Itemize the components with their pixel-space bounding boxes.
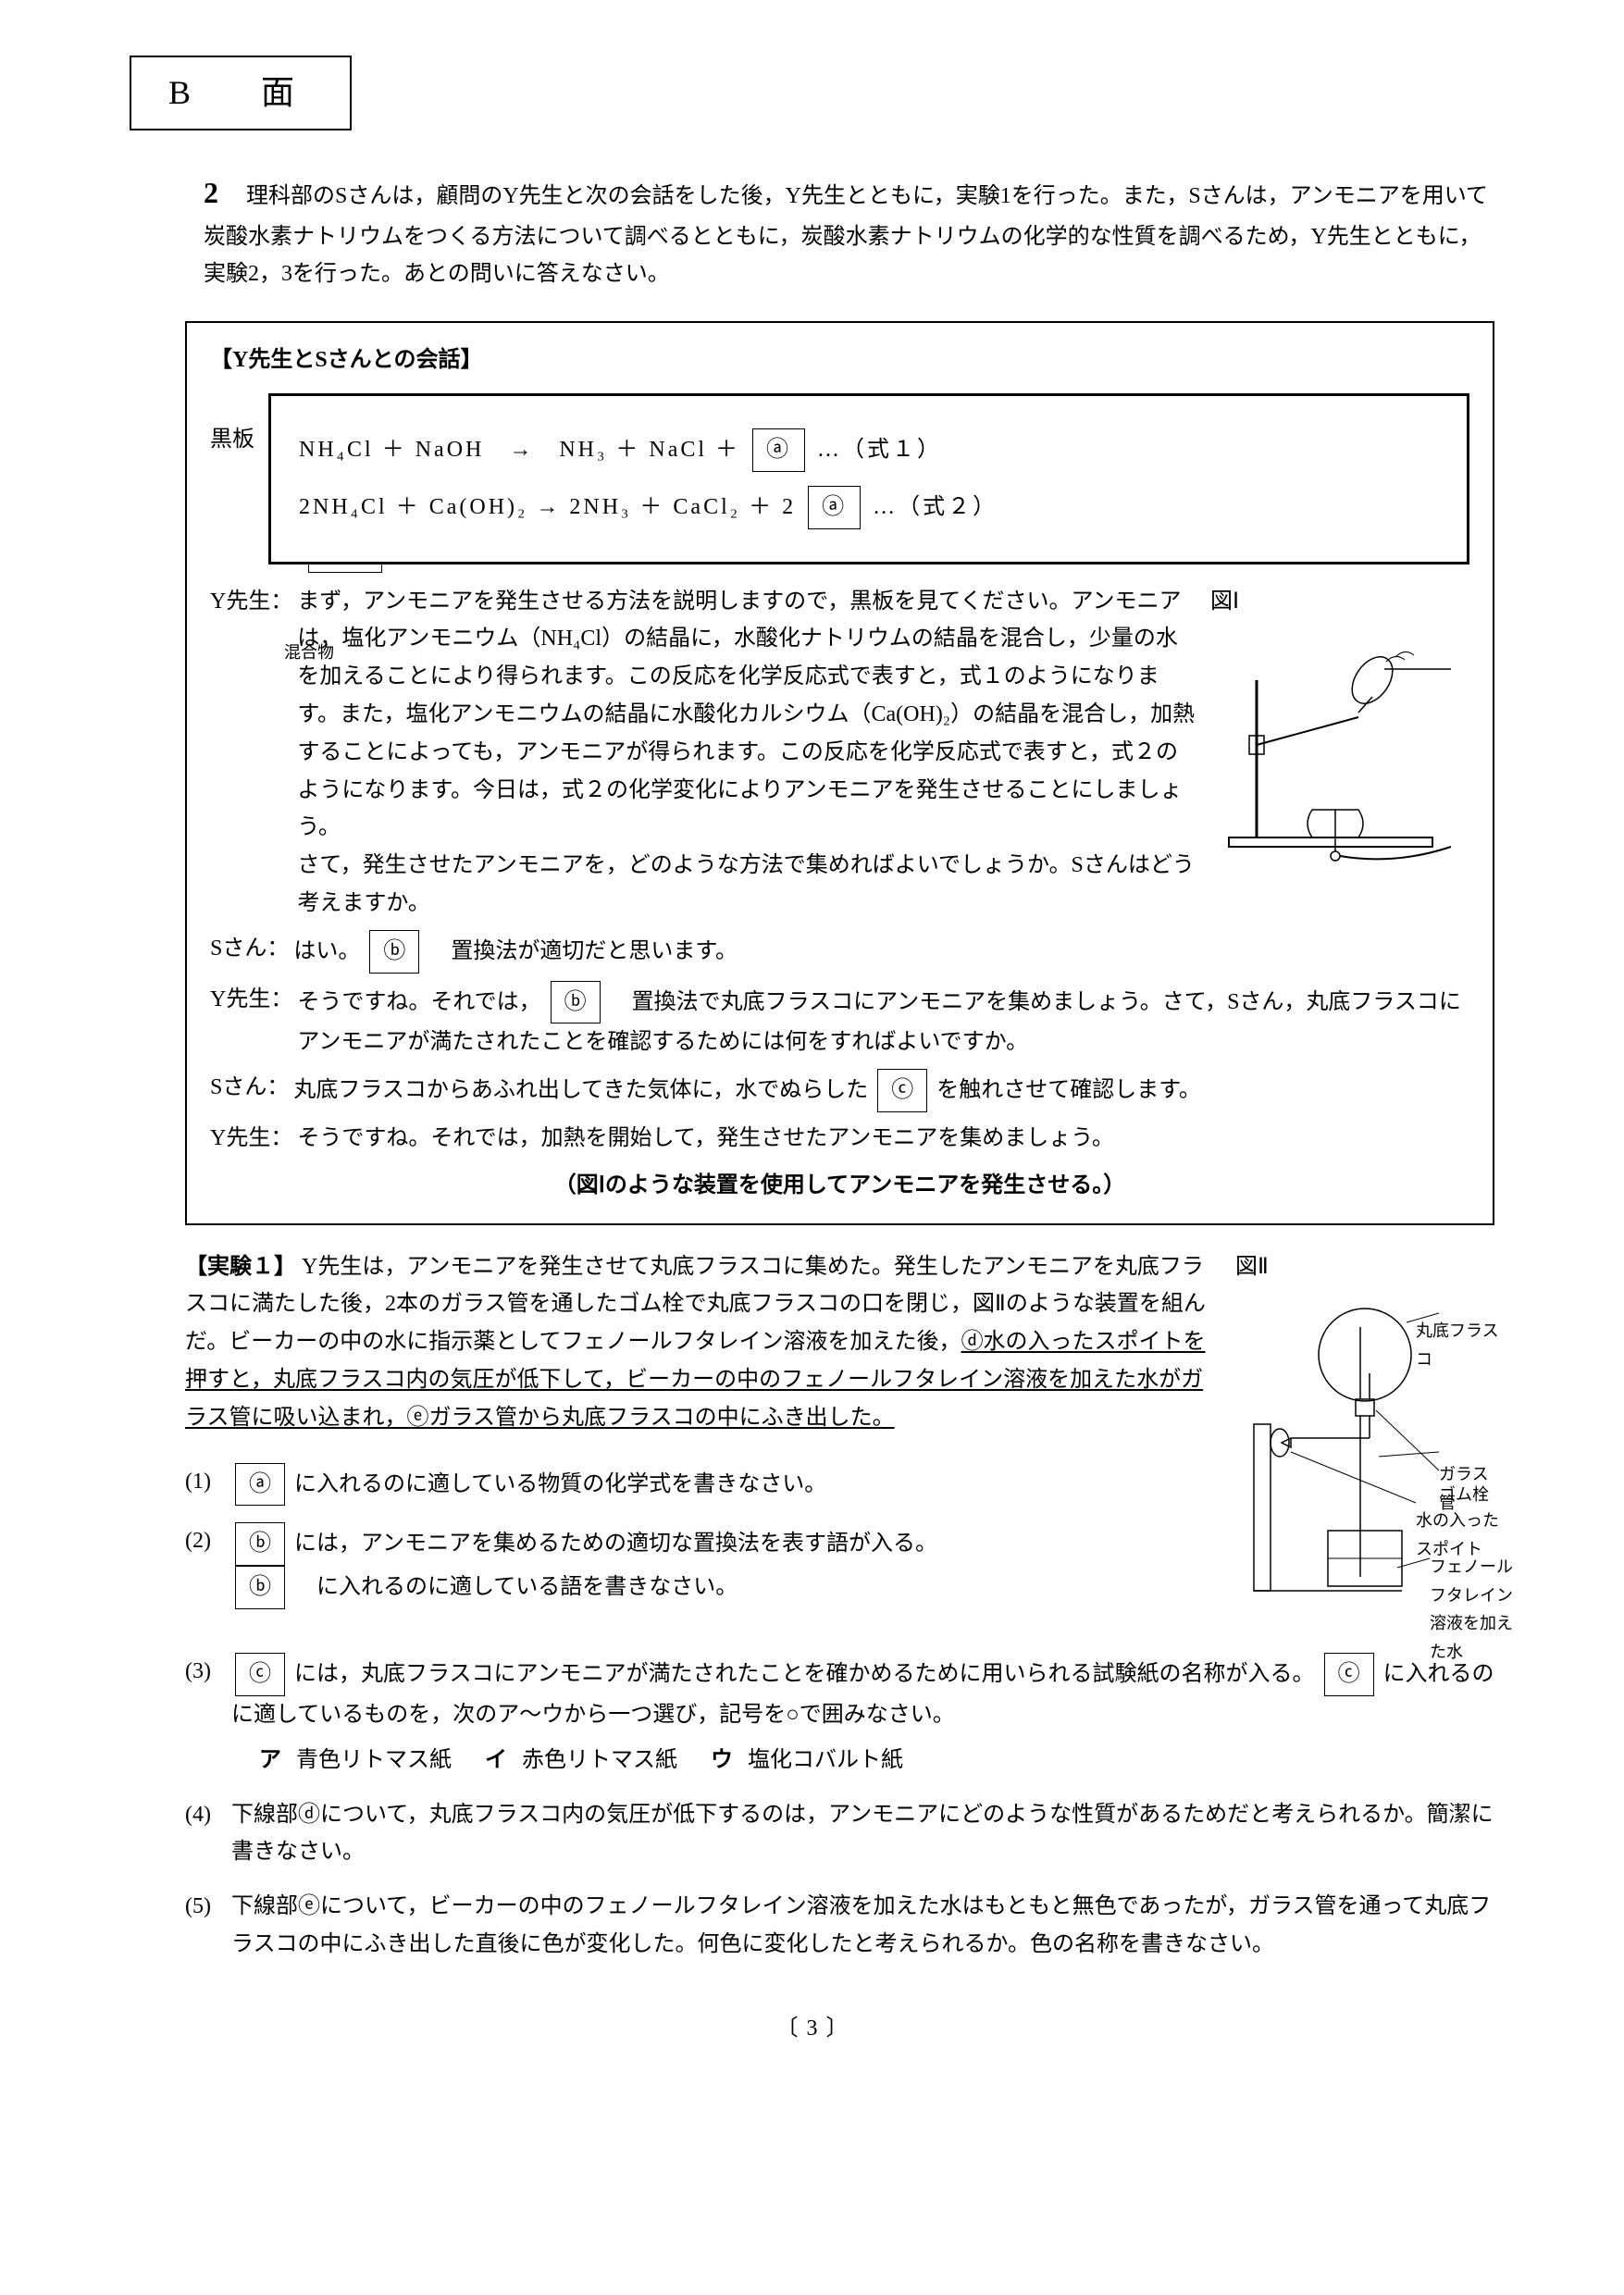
blackboard-label: 黒板 bbox=[210, 393, 254, 459]
speaker-1: Y先生： bbox=[210, 583, 292, 923]
blank-b-2: ⓑ bbox=[551, 981, 601, 1024]
question-number: 2 bbox=[204, 167, 241, 217]
blank-b-q2-2: ⓑ bbox=[235, 1566, 285, 1609]
speech-4: 丸底フラスコからあふれ出してきた気体に，水でぬらした ⓒ を触れさせて確認します… bbox=[293, 1069, 1469, 1112]
sub-q3-num: (3) bbox=[185, 1653, 231, 1779]
choice-a-text: 青色リトマス紙 bbox=[296, 1748, 452, 1772]
equation-2: 2NH₄Cl ＋ Ca(OH)₂ → 2NH₃ ＋ CaCl₂ ＋ 2 ⓐ …（… bbox=[299, 486, 1439, 529]
experiment-1-text: Y先生は，アンモニアを発生させて丸底フラスコに集めた。発生したアンモニアを丸底フ… bbox=[185, 1255, 1206, 1430]
sub-q1-num: (1) bbox=[185, 1463, 231, 1507]
sub-question-5: (5) 下線部ⓔについて，ビーカーの中のフェノールフタレイン溶液を加えた水はもと… bbox=[185, 1888, 1494, 1964]
question-intro: 2 理科部のSさんは，顧問のY先生と次の会話をした後，Y先生とともに，実験1を行… bbox=[204, 167, 1494, 293]
fig2-stopper-label: ゴム栓 bbox=[1439, 1481, 1504, 1509]
speaker-5: Y先生： bbox=[210, 1120, 292, 1158]
equation-1: NH₄Cl ＋ NaOH → NH₃ ＋ NaCl ＋ ⓐ …（式１） bbox=[299, 428, 1439, 472]
figure-2: 図Ⅱ 丸底フラスコ bbox=[1235, 1248, 1494, 1637]
figure-1-svg bbox=[1210, 625, 1469, 865]
dialogue-2: Sさん： はい。 ⓑ 置換法が適切だと思います。 bbox=[210, 930, 1469, 974]
sub-q2-num: (2) bbox=[185, 1522, 231, 1609]
sub-q1-text: に入れるのに適している物質の化学式を書きなさい。 bbox=[294, 1472, 826, 1496]
page-number: 〔 3 〕 bbox=[130, 2010, 1494, 2048]
sub-q4-num: (4) bbox=[185, 1796, 231, 1872]
choice-b-text: 赤色リトマス紙 bbox=[522, 1748, 677, 1772]
figure-2-label: 図Ⅱ bbox=[1235, 1248, 1494, 1286]
sub-q4-text: 下線部ⓓについて，丸底フラスコ内の気圧が低下するのは，アンモニアにどのような性質… bbox=[231, 1796, 1494, 1872]
sub-question-1: (1) ⓐ に入れるのに適している物質の化学式を書きなさい。 bbox=[185, 1463, 1221, 1507]
experiment-1: 図Ⅱ 丸底フラスコ bbox=[185, 1248, 1494, 1964]
choice-c-label: ウ bbox=[711, 1748, 733, 1772]
dialogue-4: Sさん： 丸底フラスコからあふれ出してきた気体に，水でぬらした ⓒ を触れさせて… bbox=[210, 1069, 1469, 1112]
figure-1: 図Ⅰ 混合物 bbox=[1210, 583, 1469, 879]
sub-question-2: (2) ⓑ には，アンモニアを集めるための適切な置換法を表す語が入る。 ⓑ に入… bbox=[185, 1522, 1221, 1609]
speech-5: そうですね。それでは，加熱を開始して，発生させたアンモニアを集めましょう。 bbox=[297, 1120, 1469, 1158]
blackboard-ledge bbox=[308, 564, 382, 573]
apparatus-description: （図Ⅰのような装置を使用してアンモニアを発生させる。） bbox=[210, 1167, 1469, 1205]
dialogue-3: Y先生： そうですね。それでは， ⓑ 置換法で丸底フラスコにアンモニアを集めまし… bbox=[210, 981, 1469, 1062]
conversation-box: 【Y先生とSさんとの会話】 黒板 NH₄Cl ＋ NaOH → NH₃ ＋ Na… bbox=[185, 321, 1494, 1224]
fig2-phenol-label: フェノールフタレイン溶液を加えた水 bbox=[1430, 1553, 1513, 1666]
side-label: B 面 bbox=[130, 56, 352, 130]
sub-question-4: (4) 下線部ⓓについて，丸底フラスコ内の気圧が低下するのは，アンモニアにどのよ… bbox=[185, 1796, 1494, 1872]
speech-2: はい。 ⓑ 置換法が適切だと思います。 bbox=[293, 930, 1469, 974]
sub-question-3: (3) ⓒ には，丸底フラスコにアンモニアが満たされたことを確かめるために用いら… bbox=[185, 1653, 1494, 1779]
sub-q5-num: (5) bbox=[185, 1888, 231, 1964]
blackboard: NH₄Cl ＋ NaOH → NH₃ ＋ NaCl ＋ ⓐ …（式１） 2NH₄… bbox=[268, 393, 1469, 564]
blank-a-q1: ⓐ bbox=[235, 1463, 285, 1507]
choice-a-label: ア bbox=[259, 1748, 281, 1772]
blank-c: ⓒ bbox=[877, 1069, 927, 1112]
figure-1-label: 図Ⅰ bbox=[1210, 583, 1469, 621]
blank-b: ⓑ bbox=[369, 930, 419, 974]
sub-q5-text: 下線部ⓔについて，ビーカーの中のフェノールフタレイン溶液を加えた水はもともと無色… bbox=[231, 1888, 1494, 1964]
dialogue-1: Y先生： まず，アンモニアを発生させる方法を説明しますので，黒板を見てください。… bbox=[210, 583, 1196, 923]
speech-3: そうですね。それでは， ⓑ 置換法で丸底フラスコにアンモニアを集めましょう。さて… bbox=[297, 981, 1469, 1062]
sub-q2-text-1: には，アンモニアを集めるための適切な置換法を表す語が入る。 bbox=[294, 1532, 937, 1556]
speaker-3: Y先生： bbox=[210, 981, 292, 1062]
figure-1-annotation: 混合物 bbox=[284, 639, 334, 667]
blank-a: ⓐ bbox=[752, 428, 805, 472]
dialogue-5: Y先生： そうですね。それでは，加熱を開始して，発生させたアンモニアを集めましょ… bbox=[210, 1120, 1469, 1158]
blank-a-2: ⓐ bbox=[808, 486, 861, 529]
speaker-2: Sさん： bbox=[210, 930, 289, 974]
conversation-title: 【Y先生とSさんとの会話】 bbox=[210, 341, 1469, 379]
intro-text: 理科部のSさんは，顧問のY先生と次の会話をした後，Y先生とともに，実験1を行った… bbox=[204, 184, 1488, 286]
experiment-1-label: 【実験１】 bbox=[185, 1255, 296, 1279]
blank-c-q3: ⓒ bbox=[235, 1653, 285, 1696]
speaker-4: Sさん： bbox=[210, 1069, 289, 1112]
blank-c-q3-2: ⓒ bbox=[1324, 1653, 1374, 1696]
choice-c-text: 塩化コバルト紙 bbox=[748, 1748, 903, 1772]
fig2-flask-label: 丸底フラスコ bbox=[1416, 1317, 1499, 1373]
q3-choices: ア 青色リトマス紙 イ 赤色リトマス紙 ウ 塩化コバルト紙 bbox=[259, 1742, 1494, 1780]
speech-1: まず，アンモニアを発生させる方法を説明しますので，黒板を見てください。アンモニア… bbox=[297, 583, 1196, 923]
sub-q3-text-1: には，丸底フラスコにアンモニアが満たされたことを確かめるために用いられる試験紙の… bbox=[294, 1662, 1315, 1686]
sub-q2-text-2: に入れるのに適している語を書きなさい。 bbox=[294, 1575, 738, 1599]
blank-b-q2: ⓑ bbox=[235, 1522, 285, 1566]
choice-b-label: イ bbox=[485, 1748, 507, 1772]
